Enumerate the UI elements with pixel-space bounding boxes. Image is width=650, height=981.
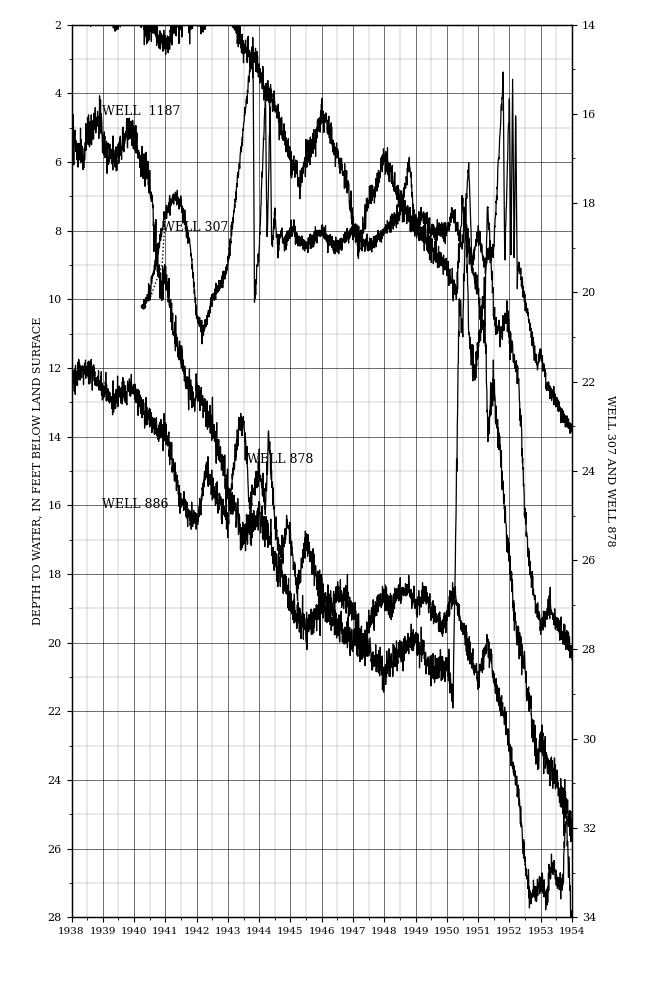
Text: WELL 878: WELL 878 (246, 453, 313, 466)
Y-axis label: WELL 307 AND WELL 878: WELL 307 AND WELL 878 (605, 395, 616, 546)
Text: WELL 307: WELL 307 (162, 221, 228, 233)
Y-axis label: DEPTH TO WATER, IN FEET BELOW LAND SURFACE: DEPTH TO WATER, IN FEET BELOW LAND SURFA… (32, 317, 42, 625)
Text: WELL  1187: WELL 1187 (101, 105, 180, 118)
Text: WELL 886: WELL 886 (101, 497, 168, 511)
